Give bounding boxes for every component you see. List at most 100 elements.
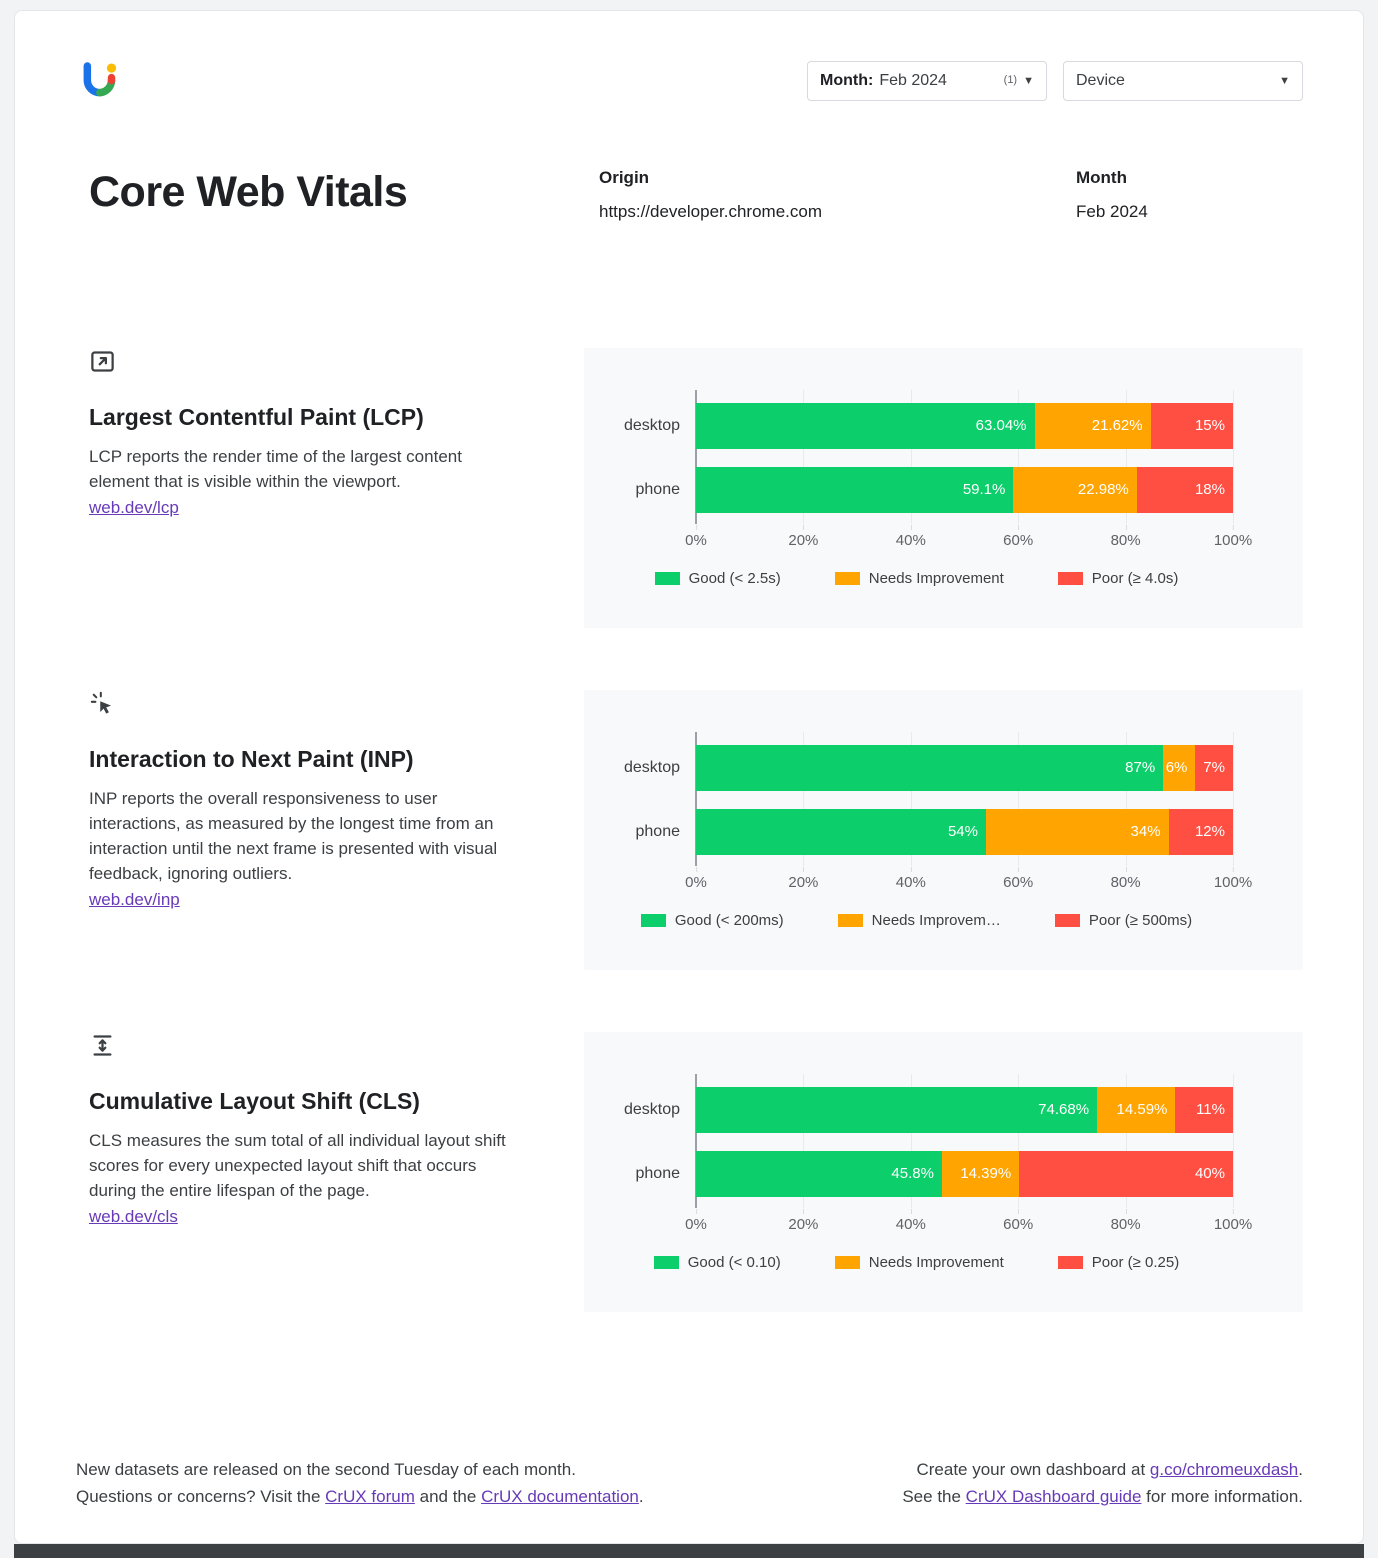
stacked-bar-chart: desktop 74.68% 14.59% 11% phone 45.8% 14.39% 40… xyxy=(600,1073,1252,1271)
axis-tick-label: 80% xyxy=(1110,1208,1141,1233)
chart-plot: desktop 87% 6% 7% phone 54% 34% 12% xyxy=(600,731,1234,866)
legend-item: Poor (≥ 0.25) xyxy=(1057,1254,1179,1271)
bar-segment[interactable]: 15% xyxy=(1150,402,1233,449)
metric-section-lcp: Largest Contentful Paint (LCP) LCP repor… xyxy=(89,348,1303,628)
metric-description: CLS measures the sum total of all indivi… xyxy=(89,1131,506,1200)
bar-value-label: 21.62% xyxy=(1091,417,1143,434)
axis-spacer xyxy=(600,866,696,892)
legend-item: Good (< 0.10) xyxy=(653,1254,781,1271)
origin-value: https://developer.chrome.com xyxy=(599,202,823,221)
bar-row: phone 45.8% 14.39% 40% xyxy=(600,1150,1233,1197)
crux-dashboard-logo-icon xyxy=(79,61,119,106)
report-bottom-bar xyxy=(14,1544,1364,1558)
x-axis: 0% 20% 40% 60% 80% 100% xyxy=(600,866,1252,892)
stacked-bar-chart: desktop 87% 6% 7% phone 54% 34% 12% 0% 20% 40% 60% 8… xyxy=(600,731,1252,929)
month-filter-value: Feb 2024 xyxy=(879,72,947,89)
metric-doc-link[interactable]: web.dev/cls xyxy=(89,1207,178,1226)
bar-row: phone 54% 34% 12% xyxy=(600,808,1233,855)
footer-right: Create your own dashboard at g.co/chrome… xyxy=(902,1456,1303,1510)
bar-segment[interactable]: 14.39% xyxy=(941,1150,1020,1197)
bar-value-label: 45.8% xyxy=(891,1165,934,1182)
axis-tick-label: 20% xyxy=(788,1208,819,1233)
legend-item: Good (< 200ms) xyxy=(640,911,784,929)
axis-tick-label: 20% xyxy=(788,866,819,891)
category-label: phone xyxy=(635,822,681,840)
axis-tick-label: 100% xyxy=(1213,524,1253,549)
grid-lines xyxy=(695,1073,1234,1208)
crux-documentation-link[interactable]: CrUX documentation xyxy=(481,1487,639,1506)
axis-ticks: 0% 20% 40% 60% 80% 100% xyxy=(685,866,1252,892)
metric-doc-link[interactable]: web.dev/inp xyxy=(89,890,180,909)
bar-segment[interactable]: 21.62% xyxy=(1034,402,1151,449)
bar-segment[interactable]: 18% xyxy=(1136,466,1233,513)
bar-segment[interactable]: 22.98% xyxy=(1013,466,1137,513)
bar-track: 59.1% 22.98% 18% xyxy=(696,466,1233,513)
month-meta: Month Feb 2024 xyxy=(1076,168,1148,222)
metric-section-cls: Cumulative Layout Shift (CLS) CLS measur… xyxy=(89,1032,1303,1312)
metric-description: INP reports the overall responsiveness t… xyxy=(89,789,498,883)
axis-tick-label: 0% xyxy=(685,524,707,549)
footer-line: See the CrUX Dashboard guide for more in… xyxy=(902,1483,1303,1510)
chart-plot: desktop 63.04% 21.62% 15% phone 59.1% 22.98% 18… xyxy=(600,389,1234,524)
top-bar: Month: Feb 2024 (1) ▼ Device ▼ xyxy=(83,61,1303,106)
bar-value-label: 11% xyxy=(1196,1101,1225,1118)
bar-value-label: 34% xyxy=(1130,823,1161,840)
bar-segment[interactable]: 34% xyxy=(985,808,1169,855)
crux-forum-link[interactable]: CrUX forum xyxy=(325,1487,415,1506)
legend-swatch xyxy=(1057,571,1083,585)
category-label: phone xyxy=(635,1164,681,1182)
month-filter-dropdown[interactable]: Month: Feb 2024 (1) ▼ xyxy=(807,61,1047,101)
axis-tick-label: 40% xyxy=(895,866,926,891)
axis-tick-label: 0% xyxy=(685,866,707,891)
axis-tick-label: 100% xyxy=(1213,1208,1253,1233)
bar-segment[interactable]: 14.59% xyxy=(1097,1086,1176,1133)
header-row: Core Web Vitals Origin https://developer… xyxy=(89,168,1303,222)
bar-segment[interactable]: 59.1% xyxy=(696,466,1014,513)
bar-segment[interactable]: 40% xyxy=(1019,1150,1233,1197)
metric-doc-link[interactable]: web.dev/lcp xyxy=(89,498,179,517)
grid-line xyxy=(910,389,912,524)
axis-spacer xyxy=(600,1208,696,1234)
bar-segment[interactable]: 7% xyxy=(1195,744,1233,791)
footer-line: New datasets are released on the second … xyxy=(76,1460,576,1479)
metric-title: Interaction to Next Paint (INP) xyxy=(89,746,414,772)
bar-value-label: 87% xyxy=(1125,759,1156,776)
page-footer: New datasets are released on the second … xyxy=(76,1456,1303,1510)
axis-ticks: 0% 20% 40% 60% 80% 100% xyxy=(685,1208,1252,1234)
grid-line xyxy=(1018,731,1020,866)
legend-item: Needs Improvement xyxy=(834,570,1004,587)
bar-segment[interactable]: 11% xyxy=(1175,1086,1233,1133)
bar-value-label: 12% xyxy=(1194,823,1225,840)
origin-label: Origin xyxy=(599,168,650,187)
axis-tick-label: 20% xyxy=(788,524,819,549)
metric-description: LCP reports the render time of the large… xyxy=(89,447,462,491)
device-filter-dropdown[interactable]: Device ▼ xyxy=(1063,61,1303,101)
dashboard-guide-link[interactable]: CrUX Dashboard guide xyxy=(965,1487,1142,1506)
inp-chart-panel: desktop 87% 6% 7% phone 54% 34% 12% 0% 20% 40% 60% 8… xyxy=(584,690,1303,970)
stacked-bar-chart: desktop 63.04% 21.62% 15% phone 59.1% 22.98% 18… xyxy=(600,389,1252,587)
legend-swatch xyxy=(654,571,680,585)
month-value: Feb 2024 xyxy=(1076,202,1148,221)
bar-value-label: 15% xyxy=(1194,417,1225,434)
grid-lines xyxy=(695,731,1234,866)
bar-segment[interactable]: 12% xyxy=(1168,808,1233,855)
bar-segment[interactable]: 54% xyxy=(696,808,986,855)
chromeuxdash-link[interactable]: g.co/chromeuxdash xyxy=(1149,1460,1299,1479)
category-label: desktop xyxy=(623,758,680,776)
report-card: Month: Feb 2024 (1) ▼ Device ▼ Core Web … xyxy=(14,10,1364,1544)
legend-item: Good (< 2.5s) xyxy=(654,570,781,587)
legend-item: Needs Improvem… xyxy=(837,912,1001,929)
legend-item: Poor (≥ 500ms) xyxy=(1054,912,1192,929)
legend-label: Good (< 200ms) xyxy=(674,911,784,929)
bar-segment[interactable]: 87% xyxy=(696,744,1164,791)
bar-value-label: 6% xyxy=(1165,759,1188,776)
chart-legend: Good (< 2.5s) Needs Improvement Poor (≥ 4.… xyxy=(600,570,1233,587)
grid-line xyxy=(1233,731,1234,866)
grid-line xyxy=(1233,389,1234,524)
bar-segment[interactable]: 6% xyxy=(1163,744,1196,791)
axis-ticks: 0% 20% 40% 60% 80% 100% xyxy=(685,524,1252,550)
bar-segment[interactable]: 74.68% xyxy=(696,1086,1098,1133)
bar-value-label: 14.39% xyxy=(960,1165,1012,1182)
bar-segment[interactable]: 63.04% xyxy=(696,402,1035,449)
bar-segment[interactable]: 45.8% xyxy=(696,1150,942,1197)
